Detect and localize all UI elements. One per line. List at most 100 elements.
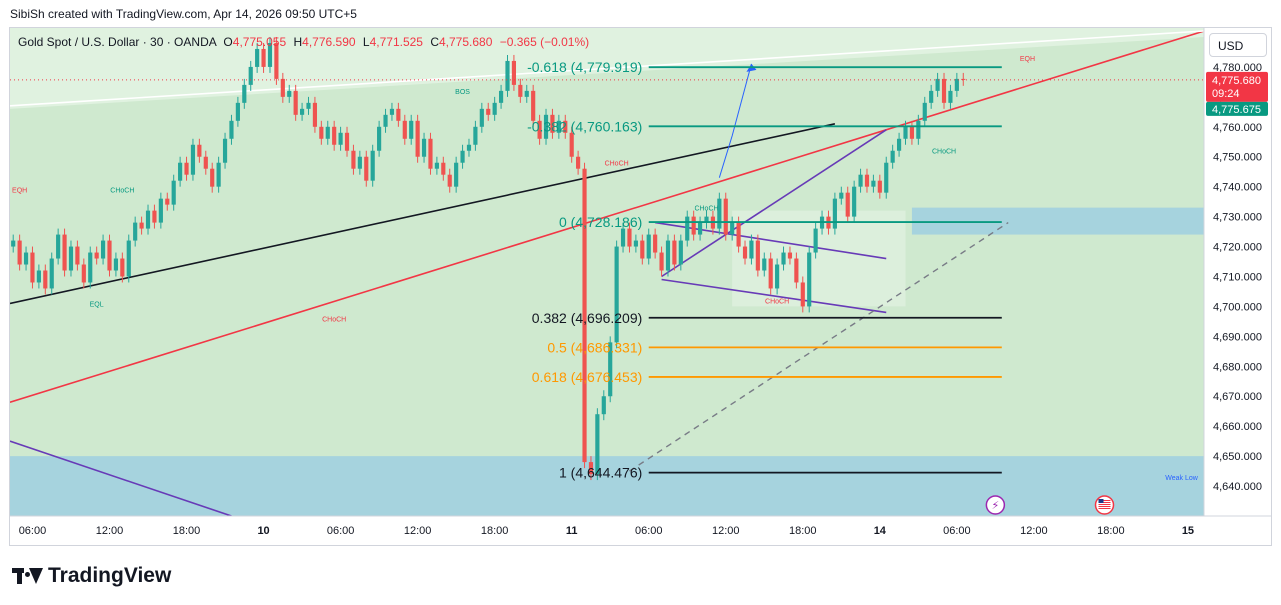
candle — [402, 114, 407, 145]
candle-body — [248, 66, 253, 85]
candle — [454, 156, 459, 193]
candle — [56, 228, 61, 265]
candle-body — [222, 138, 228, 163]
candle — [961, 72, 966, 86]
price-tick-label: 4,730.000 — [1213, 212, 1262, 224]
candle-body — [832, 198, 837, 229]
candle-body — [697, 222, 703, 235]
candle-body — [531, 90, 536, 121]
candle — [633, 234, 638, 253]
candle — [30, 246, 35, 289]
candle — [36, 264, 41, 289]
candle — [447, 168, 452, 193]
candle — [421, 132, 427, 163]
price-tick-label: 4,680.000 — [1213, 361, 1262, 373]
candle-body — [755, 240, 760, 271]
time-tick-label: 06:00 — [635, 525, 663, 537]
candle — [332, 120, 337, 151]
candle-body — [787, 252, 793, 259]
candle-body — [871, 180, 876, 187]
candle — [588, 456, 594, 481]
candle-body — [49, 258, 54, 289]
time-tick-label: 06:00 — [943, 525, 971, 537]
candle — [94, 246, 99, 265]
candle — [178, 156, 183, 187]
time-tick-label: 11 — [566, 525, 578, 537]
lightning-icon — [985, 495, 1006, 515]
bid-price-label: 4,775.675 — [1212, 104, 1261, 116]
candle-body — [126, 240, 131, 277]
candle-body — [614, 246, 619, 343]
candle-body — [492, 102, 497, 115]
tradingview-logo[interactable]: TradingView — [12, 564, 171, 588]
time-tick-label: 12:00 — [712, 525, 740, 537]
candle-body — [216, 162, 221, 187]
white-trendline — [10, 30, 1204, 107]
structure-label: CHoCH — [605, 161, 629, 168]
chart-background — [10, 28, 1204, 516]
candle-body — [620, 228, 626, 247]
price-tick-label: 4,740.000 — [1213, 182, 1262, 194]
candle — [88, 246, 93, 289]
candle-body — [466, 144, 472, 151]
candle-body — [896, 138, 902, 151]
candle-body — [717, 198, 722, 229]
candle — [909, 120, 915, 145]
structure-label: Weak Low — [1165, 475, 1198, 482]
candle-body — [235, 102, 240, 121]
candle — [248, 60, 253, 91]
candle-body — [447, 174, 452, 187]
candle-body — [94, 252, 99, 259]
candle — [794, 252, 799, 289]
candle-body — [922, 102, 927, 121]
candle-body — [62, 234, 67, 271]
currency-selector[interactable]: USD — [1209, 33, 1267, 57]
candle — [569, 126, 574, 163]
purple-wedge-bottom — [661, 278, 887, 314]
candle-body — [120, 258, 125, 277]
candle-body — [954, 78, 959, 91]
candle-body — [299, 108, 305, 115]
candle — [498, 84, 504, 109]
candle — [896, 132, 902, 157]
candle — [832, 192, 837, 235]
candle — [877, 174, 882, 199]
fib-level-label: 0.382 (4,696.209) — [532, 310, 643, 326]
candle-body — [370, 150, 375, 181]
candle — [389, 102, 395, 121]
candle-body — [184, 162, 189, 175]
candle — [858, 168, 863, 193]
candle-body — [351, 150, 356, 169]
candle — [293, 84, 298, 121]
candle-body — [672, 240, 677, 265]
last-price-label: 4,775.680 — [1212, 75, 1261, 87]
price-tick-label: 4,660.000 — [1213, 421, 1262, 433]
candle — [100, 234, 106, 265]
countdown-label: 09:24 — [1212, 88, 1240, 100]
time-tick-label: 18:00 — [1097, 525, 1125, 537]
candle-body — [197, 144, 202, 157]
candle-body — [659, 252, 664, 271]
symbol-title: Gold Spot / U.S. Dollar · 30 · OANDA — [18, 35, 217, 49]
candle — [511, 54, 517, 91]
candle-body — [293, 90, 298, 115]
candle-body — [280, 78, 285, 97]
candle-body — [646, 234, 651, 259]
candle-body — [100, 240, 106, 259]
structure-label: BOS — [455, 89, 470, 96]
candle — [312, 96, 318, 133]
candle-body — [903, 126, 908, 139]
candle-body — [511, 60, 517, 85]
price-tick-label: 4,720.000 — [1213, 242, 1262, 254]
candle-body — [961, 78, 966, 80]
candle-body — [479, 108, 484, 127]
low-label: L — [362, 35, 370, 49]
candle — [781, 246, 786, 271]
candle — [274, 36, 279, 85]
candle — [197, 138, 202, 163]
candle-body — [486, 108, 491, 115]
black-trendline — [10, 123, 836, 305]
candle-body — [325, 126, 330, 139]
candle — [466, 138, 472, 157]
